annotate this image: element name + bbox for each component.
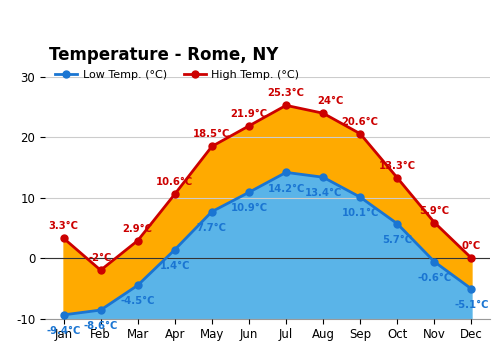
Text: 5.7°C: 5.7°C <box>382 235 412 245</box>
Text: 18.5°C: 18.5°C <box>193 130 230 140</box>
Text: 25.3°C: 25.3°C <box>268 89 304 98</box>
High Temp. (°C) <box>172 192 178 196</box>
High Temp. (°C) <box>394 176 400 180</box>
Legend: Low Temp. (°C), High Temp. (°C): Low Temp. (°C), High Temp. (°C) <box>50 66 304 85</box>
Text: 3.3°C: 3.3°C <box>48 221 78 231</box>
Text: -8.6°C: -8.6°C <box>84 321 118 331</box>
Low Temp. (°C) <box>98 308 103 312</box>
Text: 1.4°C: 1.4°C <box>160 261 190 271</box>
Text: 0°C: 0°C <box>462 241 481 251</box>
High Temp. (°C) <box>209 144 215 148</box>
Low Temp. (°C) <box>357 195 363 199</box>
High Temp. (°C) <box>283 103 289 107</box>
High Temp. (°C) <box>246 124 252 128</box>
Low Temp. (°C) <box>246 190 252 194</box>
Low Temp. (°C) <box>60 313 66 317</box>
Text: 5.9°C: 5.9°C <box>420 205 450 216</box>
Text: -0.6°C: -0.6°C <box>417 273 452 283</box>
Low Temp. (°C) <box>283 170 289 175</box>
Low Temp. (°C) <box>394 222 400 226</box>
Text: 2.9°C: 2.9°C <box>122 224 152 234</box>
Text: 7.7°C: 7.7°C <box>197 223 227 233</box>
Text: 14.2°C: 14.2°C <box>268 183 304 194</box>
Text: 10.6°C: 10.6°C <box>156 177 194 187</box>
Text: 10.9°C: 10.9°C <box>230 203 268 214</box>
High Temp. (°C) <box>98 268 103 272</box>
Text: -4.5°C: -4.5°C <box>120 296 155 306</box>
High Temp. (°C) <box>468 256 474 260</box>
High Temp. (°C) <box>320 111 326 116</box>
Text: 10.1°C: 10.1°C <box>342 208 379 218</box>
Text: -2°C: -2°C <box>89 253 112 263</box>
Text: 13.3°C: 13.3°C <box>378 161 416 171</box>
Low Temp. (°C) <box>209 210 215 214</box>
Text: -9.4°C: -9.4°C <box>46 326 80 336</box>
Low Temp. (°C) <box>320 175 326 179</box>
High Temp. (°C) <box>134 238 140 243</box>
Low Temp. (°C) <box>432 260 438 264</box>
Line: High Temp. (°C): High Temp. (°C) <box>60 102 475 274</box>
High Temp. (°C) <box>60 236 66 240</box>
Line: Low Temp. (°C): Low Temp. (°C) <box>60 169 475 318</box>
Low Temp. (°C) <box>468 287 474 291</box>
High Temp. (°C) <box>432 220 438 225</box>
Text: -5.1°C: -5.1°C <box>454 300 488 310</box>
Text: 21.9°C: 21.9°C <box>230 109 268 119</box>
High Temp. (°C) <box>357 132 363 136</box>
Text: Temperature - Rome, NY: Temperature - Rome, NY <box>50 46 279 64</box>
Text: 20.6°C: 20.6°C <box>342 117 378 127</box>
Low Temp. (°C) <box>172 247 178 252</box>
Text: 24°C: 24°C <box>317 96 344 106</box>
Text: 13.4°C: 13.4°C <box>304 188 342 198</box>
Low Temp. (°C) <box>134 283 140 287</box>
